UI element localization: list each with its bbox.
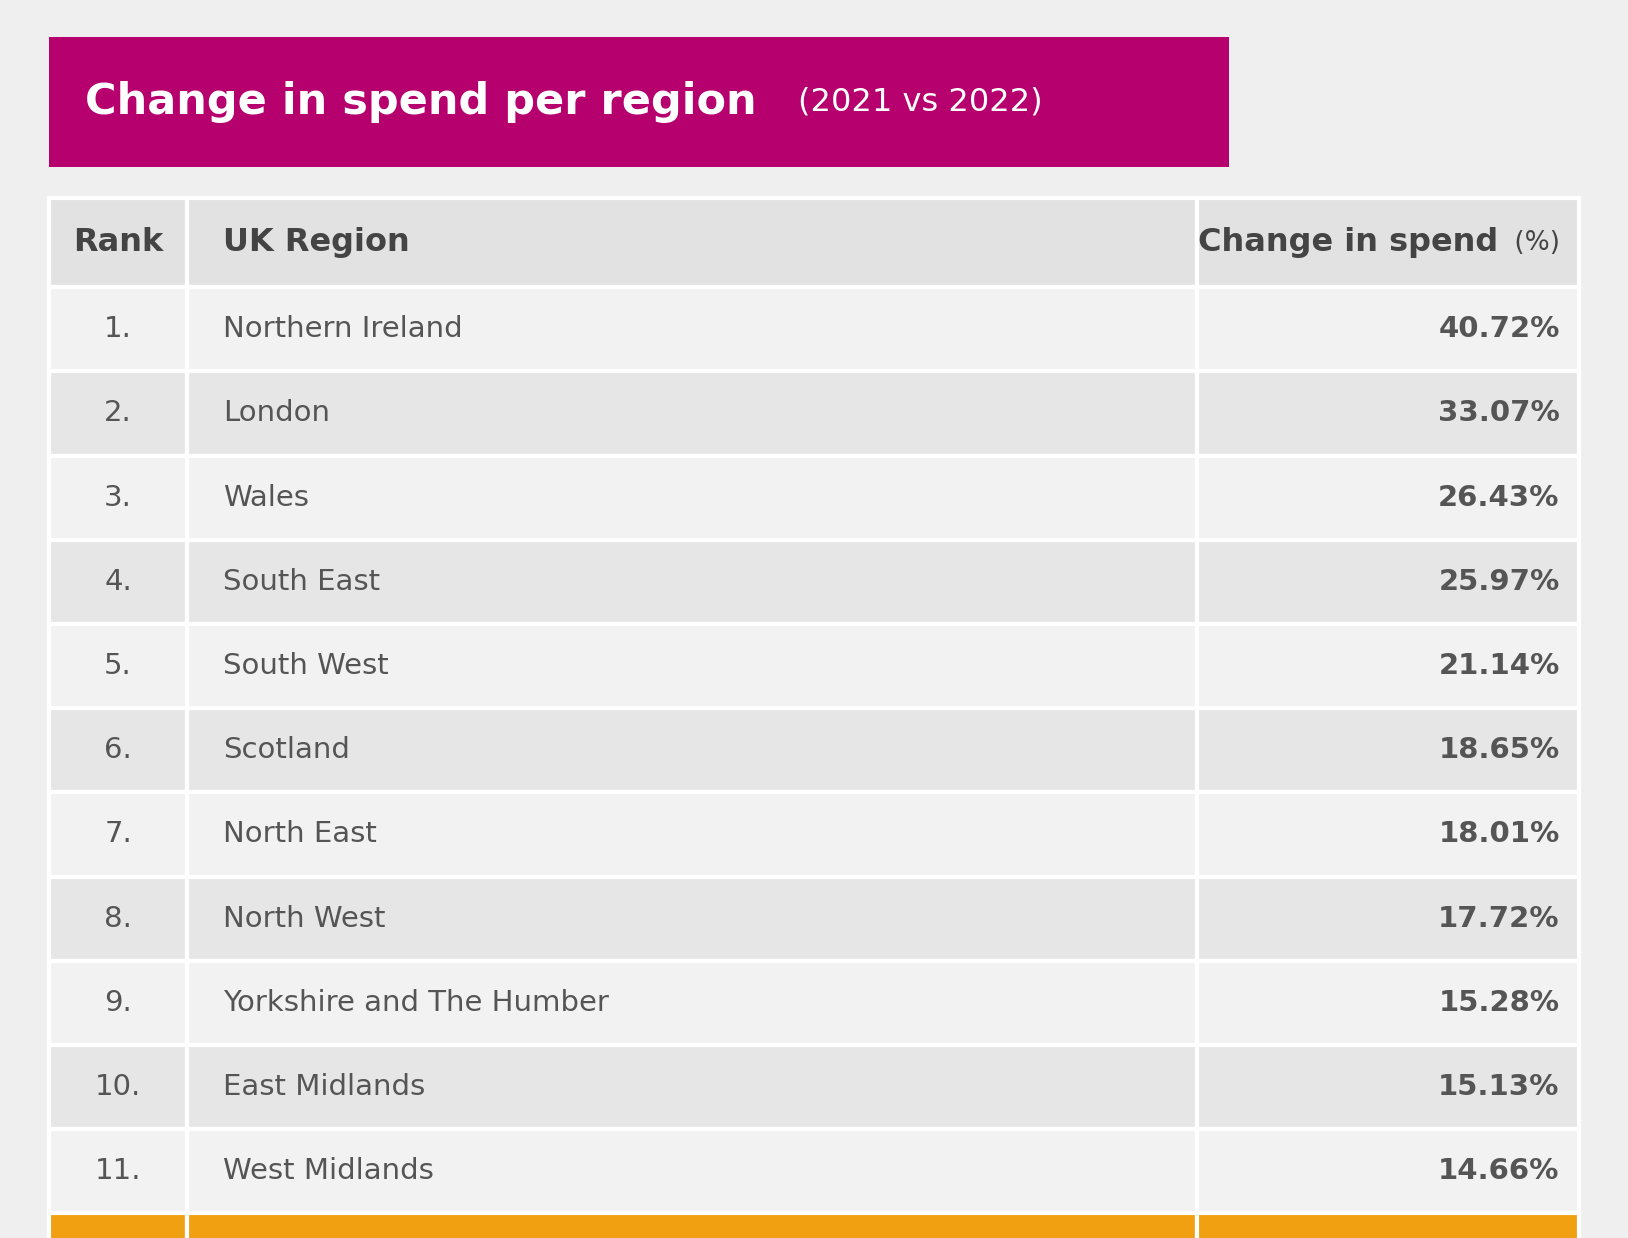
Text: 10.: 10.	[94, 1073, 142, 1101]
Text: 6.: 6.	[104, 737, 132, 764]
Text: West Midlands: West Midlands	[223, 1158, 435, 1185]
Text: 17.72%: 17.72%	[1438, 905, 1560, 932]
Text: Wales: Wales	[223, 484, 309, 511]
Text: Scotland: Scotland	[223, 737, 350, 764]
Bar	[49, 287, 187, 371]
Bar	[1197, 1129, 1579, 1213]
Bar	[187, 198, 1197, 287]
Bar	[187, 540, 1197, 624]
Text: 18.01%: 18.01%	[1439, 821, 1560, 848]
Text: North East: North East	[223, 821, 378, 848]
Text: South West: South West	[223, 652, 389, 680]
Bar	[49, 624, 187, 708]
Bar	[49, 540, 187, 624]
Bar	[1197, 371, 1579, 456]
Bar	[49, 371, 187, 456]
Bar	[1197, 1045, 1579, 1129]
Text: Change in spend per region: Change in spend per region	[85, 82, 757, 123]
Text: 33.07%: 33.07%	[1438, 400, 1560, 427]
Text: Change in spend: Change in spend	[1198, 227, 1498, 259]
Bar	[187, 1045, 1197, 1129]
Text: 2.: 2.	[104, 400, 132, 427]
Bar	[49, 1045, 187, 1129]
Bar	[187, 1213, 1197, 1238]
Bar	[187, 624, 1197, 708]
Text: 5.: 5.	[104, 652, 132, 680]
Bar	[187, 456, 1197, 540]
Text: East Midlands: East Midlands	[223, 1073, 425, 1101]
Bar	[187, 708, 1197, 792]
Bar	[49, 198, 187, 287]
Bar	[49, 456, 187, 540]
Text: 18.65%: 18.65%	[1439, 737, 1560, 764]
Text: 7.: 7.	[104, 821, 132, 848]
Bar	[49, 708, 187, 792]
Text: London: London	[223, 400, 330, 427]
Text: 1.: 1.	[104, 316, 132, 343]
Bar	[1197, 287, 1579, 371]
Text: 15.28%: 15.28%	[1439, 989, 1560, 1016]
Text: (2021 vs 2022): (2021 vs 2022)	[798, 87, 1042, 118]
Bar	[49, 37, 1229, 167]
Bar	[187, 877, 1197, 961]
Text: 40.72%: 40.72%	[1438, 316, 1560, 343]
Bar	[1197, 198, 1579, 287]
Bar	[49, 961, 187, 1045]
Bar	[1197, 877, 1579, 961]
Bar	[1197, 792, 1579, 877]
Text: 3.: 3.	[104, 484, 132, 511]
Text: Yorkshire and The Humber: Yorkshire and The Humber	[223, 989, 609, 1016]
Bar	[49, 1213, 187, 1238]
Bar	[49, 877, 187, 961]
Bar	[1197, 708, 1579, 792]
Bar	[1197, 456, 1579, 540]
Bar	[187, 371, 1197, 456]
Bar	[49, 792, 187, 877]
Bar	[1197, 540, 1579, 624]
Text: 4.: 4.	[104, 568, 132, 595]
Text: Northern Ireland: Northern Ireland	[223, 316, 462, 343]
Text: 11.: 11.	[94, 1158, 142, 1185]
Text: 25.97%: 25.97%	[1439, 568, 1560, 595]
Bar	[1197, 1213, 1579, 1238]
Text: 26.43%: 26.43%	[1438, 484, 1560, 511]
Bar	[187, 792, 1197, 877]
Text: 15.13%: 15.13%	[1438, 1073, 1560, 1101]
Text: North West: North West	[223, 905, 386, 932]
Text: Rank: Rank	[73, 227, 163, 259]
Text: UK Region: UK Region	[223, 227, 410, 259]
Bar	[187, 1129, 1197, 1213]
Text: South East: South East	[223, 568, 381, 595]
Text: (%): (%)	[1506, 229, 1560, 256]
Bar	[1197, 961, 1579, 1045]
Bar	[1197, 624, 1579, 708]
Text: 21.14%: 21.14%	[1439, 652, 1560, 680]
Bar	[187, 961, 1197, 1045]
Bar	[49, 1129, 187, 1213]
Text: 14.66%: 14.66%	[1438, 1158, 1560, 1185]
Bar	[187, 287, 1197, 371]
Text: 9.: 9.	[104, 989, 132, 1016]
Text: 8.: 8.	[104, 905, 132, 932]
